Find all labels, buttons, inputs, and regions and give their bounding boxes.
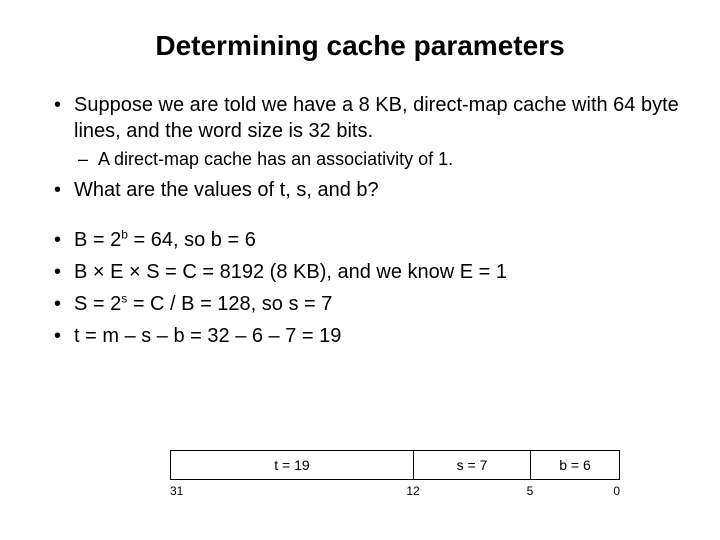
tick-12: 12	[406, 484, 419, 498]
bullet-1: Suppose we are told we have a 8 KB, dire…	[50, 92, 680, 171]
bullet-list-2: B = 2b = 64, so b = 6 B × E × S = C = 81…	[50, 227, 680, 349]
sub-list-1: A direct-map cache has an associativity …	[74, 148, 680, 171]
bullet-6: t = m – s – b = 32 – 6 – 7 = 19	[50, 323, 680, 349]
box-t: t = 19	[170, 450, 413, 480]
bit-ticks: 31 12 5 0	[170, 484, 620, 498]
b3-post: = 64, so b = 6	[128, 229, 256, 251]
b3-pre: B = 2	[74, 229, 121, 251]
b3-sup: b	[121, 228, 128, 242]
box-b: b = 6	[530, 450, 620, 480]
tick-31: 31	[170, 484, 183, 498]
sub-bullet-1: A direct-map cache has an associativity …	[74, 148, 680, 171]
bullet-3: B = 2b = 64, so b = 6	[50, 227, 680, 253]
bullet-1-text: Suppose we are told we have a 8 KB, dire…	[74, 94, 679, 142]
b5-pre: S = 2	[74, 293, 121, 315]
slide-title: Determining cache parameters	[40, 30, 680, 62]
bullet-4: B × E × S = C = 8192 (8 KB), and we know…	[50, 259, 680, 285]
bit-field-diagram: t = 19 s = 7 b = 6 31 12 5 0	[170, 450, 620, 498]
box-s: s = 7	[413, 450, 530, 480]
bit-boxes: t = 19 s = 7 b = 6	[170, 450, 620, 480]
bullet-2: What are the values of t, s, and b?	[50, 177, 680, 203]
tick-0: 0	[613, 484, 620, 498]
b5-post: = C / B = 128, so s = 7	[127, 293, 332, 315]
bullet-list: Suppose we are told we have a 8 KB, dire…	[50, 92, 680, 203]
bullet-5: S = 2s = C / B = 128, so s = 7	[50, 291, 680, 317]
tick-5: 5	[527, 484, 534, 498]
